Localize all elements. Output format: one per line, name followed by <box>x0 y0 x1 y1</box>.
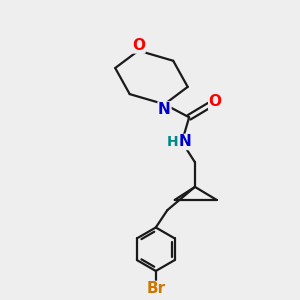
Text: O: O <box>132 38 145 53</box>
Text: H: H <box>167 135 178 149</box>
Text: Br: Br <box>146 281 165 296</box>
Text: N: N <box>158 102 171 117</box>
Text: N: N <box>179 134 192 149</box>
Text: O: O <box>209 94 222 110</box>
